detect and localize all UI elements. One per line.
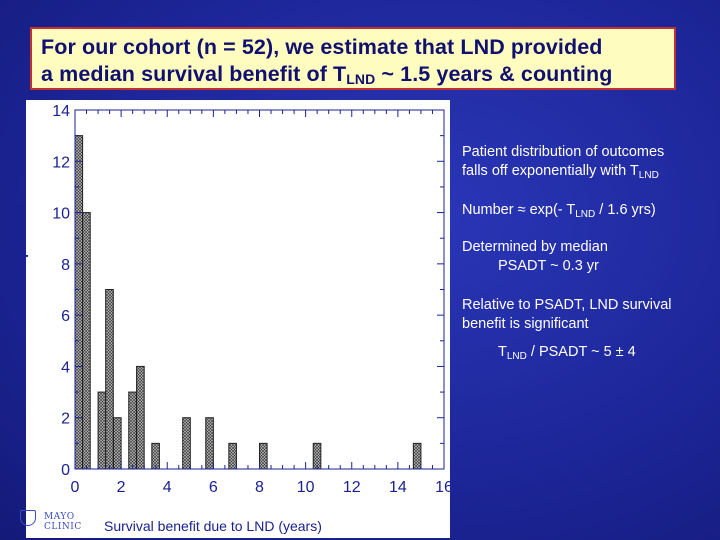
note-distribution-line1: Patient distribution of outcomes (462, 144, 665, 160)
histogram-bar (412, 442, 422, 470)
x-tick-label: 14 (389, 479, 407, 496)
bars-group (74, 135, 422, 470)
y-tick-label: 8 (61, 257, 70, 274)
plot-panel: 0 2 4 6 8 10 12 14 0 2 4 6 8 10 12 14 16 (26, 100, 450, 538)
note-ratio-post: / PSADT ~ 5 ± 4 (526, 344, 636, 360)
mayo-clinic-logo: MAYO CLINIC (20, 508, 100, 532)
note-formula-post: / 1.6 yrs) (595, 202, 656, 218)
y-axis-label: Number of patients (12, 198, 28, 338)
histogram-bar (128, 391, 137, 470)
title-line-2: a median survival benefit of TLND ~ 1.5 … (41, 61, 674, 93)
histogram-bar (97, 391, 107, 470)
note-formula-sub: LND (575, 209, 596, 220)
note-distribution-sub: LND (638, 170, 659, 181)
note-distribution-line2: falls off exponentially with TLND (462, 162, 664, 185)
histogram-bar (74, 135, 84, 470)
y-tick-label: 12 (52, 154, 70, 171)
histogram-bar (105, 289, 114, 470)
histogram-bar (228, 442, 237, 470)
note-distribution-text: falls off exponentially with T (462, 163, 639, 179)
histogram-chart: 0 2 4 6 8 10 12 14 0 2 4 6 8 10 12 14 16 (52, 103, 450, 496)
note-formula-pre: Number ≈ exp(- T (462, 202, 576, 218)
note-ratio-sub: LND (506, 351, 527, 362)
note-ratio-pre: T (498, 344, 507, 360)
x-tick-label: 10 (297, 479, 315, 496)
title-line-2-tail: ~ 1.5 years & counting (375, 62, 613, 86)
note-median-line1: Determined by median (462, 239, 608, 255)
y-axis-label-text: Number of patients (12, 204, 29, 332)
histogram-bar (259, 442, 268, 470)
x-tick-label: 2 (117, 479, 126, 496)
histogram-bar (113, 417, 122, 470)
y-tick-label: 6 (61, 308, 70, 325)
note-significance: Relative to PSADT, LND survival benefit … (462, 296, 672, 334)
x-tick-label: 4 (163, 479, 172, 496)
slide-title: For our cohort (n = 52), we estimate tha… (30, 27, 676, 90)
histogram-bar (82, 212, 91, 470)
note-significance-line1: Relative to PSADT, LND survival (462, 297, 672, 313)
note-ratio: TLND / PSADT ~ 5 ± 4 (498, 343, 636, 366)
title-line-2-text: a median survival benefit of T (41, 62, 347, 86)
x-tick-label: 16 (435, 479, 450, 496)
x-tick-label: 12 (343, 479, 361, 496)
y-tick-label: 0 (61, 462, 70, 479)
x-tick-label: 8 (255, 479, 264, 496)
histogram-bar (205, 417, 214, 470)
logo-text: MAYO CLINIC (44, 512, 82, 532)
histogram-bar (136, 365, 145, 470)
title-line-1: For our cohort (n = 52), we estimate tha… (41, 35, 603, 59)
y-tick-label: 14 (52, 103, 70, 120)
note-distribution: Patient distribution of outcomes falls o… (462, 143, 664, 185)
histogram-bar (182, 417, 191, 470)
x-tick-label: 6 (209, 479, 218, 496)
note-formula: Number ≈ exp(- TLND / 1.6 yrs) (462, 201, 656, 224)
note-median-line2: PSADT ~ 0.3 yr (498, 258, 599, 274)
y-tick-label: 2 (61, 411, 70, 428)
axes-group: 0 2 4 6 8 10 12 14 0 2 4 6 8 10 12 14 16 (52, 103, 450, 496)
shield-icon (20, 510, 36, 526)
title-subscript: LND (346, 71, 376, 87)
x-axis-label: Survival benefit due to LND (years) (104, 518, 322, 534)
y-tick-label: 10 (52, 206, 70, 223)
y-tick-label: 4 (61, 359, 70, 376)
note-significance-line2: benefit is significant (462, 316, 589, 332)
x-tick-label: 0 (71, 479, 80, 496)
note-median: Determined by median PSADT ~ 0.3 yr (462, 238, 608, 276)
